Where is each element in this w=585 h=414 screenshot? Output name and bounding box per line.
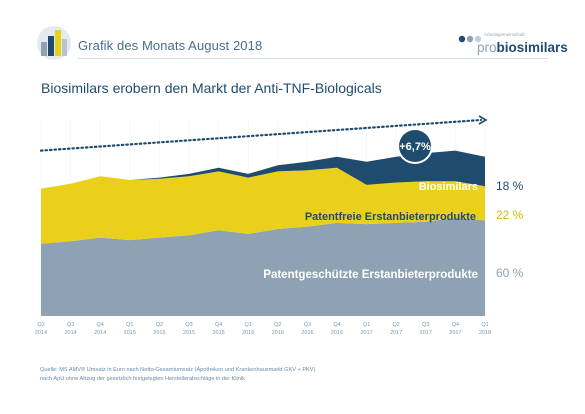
trend-badge-label: +6,7% xyxy=(399,141,431,153)
footer-source: Quelle: MS AMV® Umsatz in Euro nach Nett… xyxy=(40,366,315,384)
x-tick-label: Q4 xyxy=(333,322,340,328)
area-series-3 xyxy=(41,150,485,189)
footer-line-2: nach ApU ohne Abzug der gesetzlich festg… xyxy=(40,376,245,382)
logo-dots-icon xyxy=(458,35,482,43)
header-divider xyxy=(78,58,548,59)
x-tick-label-year: 2014 xyxy=(64,330,76,336)
logo-tagline: Arbeitsgemeinschaft xyxy=(484,32,525,37)
x-tick-label: Q3 xyxy=(422,322,429,328)
x-tick-label: Q3 xyxy=(185,322,192,328)
x-tick-label-year: 2014 xyxy=(35,330,47,336)
x-tick-label-year: 2014 xyxy=(94,330,106,336)
x-tick-label: Q1 xyxy=(481,322,488,328)
x-tick-label-year: 2015 xyxy=(183,330,195,336)
x-tick-label-year: 2018 xyxy=(479,330,491,336)
logo-pro: pro xyxy=(477,40,497,55)
x-tick-label-year: 2015 xyxy=(212,330,224,336)
logo-wordmark: probiosimilars xyxy=(477,40,568,55)
chart-logo-icon xyxy=(37,26,71,60)
x-tick-label-year: 2015 xyxy=(124,330,136,336)
trend-arrowhead xyxy=(478,115,488,125)
x-tick-label-year: 2017 xyxy=(360,330,372,336)
x-tick-label: Q4 xyxy=(215,322,222,328)
x-tick-label: Q1 xyxy=(245,322,252,328)
x-tick-label-year: 2017 xyxy=(449,330,461,336)
x-tick-label: Q1 xyxy=(126,322,133,328)
x-tick-label-year: 2016 xyxy=(272,330,284,336)
x-tick-label: Q2 xyxy=(393,322,400,328)
trend-line xyxy=(39,118,483,152)
x-tick-label: Q3 xyxy=(304,322,311,328)
x-tick-label: Q3 xyxy=(67,322,74,328)
footer-line-1: Quelle: MS AMV® Umsatz in Euro nach Nett… xyxy=(40,367,316,373)
series-share-3: 18 % xyxy=(496,179,524,193)
x-tick-label-year: 2017 xyxy=(390,330,402,336)
x-tick-label: Q1 xyxy=(363,322,370,328)
x-tick-label-year: 2016 xyxy=(331,330,343,336)
x-tick-label-year: 2015 xyxy=(153,330,165,336)
x-tick-label: Q2 xyxy=(156,322,163,328)
series-label-2: Patentfreie Erstanbieterprodukte xyxy=(305,211,476,223)
series-label-1: Patentgeschützte Erstanbieterprodukte xyxy=(263,269,478,281)
logo-biosimilars: biosimilars xyxy=(496,40,568,55)
area-series-2 xyxy=(41,167,485,244)
series-share-2: 22 % xyxy=(496,208,524,222)
x-tick-label: Q4 xyxy=(97,322,104,328)
series-share-1: 60 % xyxy=(496,266,524,280)
x-tick-label: Q4 xyxy=(452,322,459,328)
x-tick-label: Q2 xyxy=(274,322,281,328)
x-tick-label: Q2 xyxy=(37,322,44,328)
header-title: Grafik des Monats August 2018 xyxy=(78,38,263,53)
series-label-3: Biosimilars xyxy=(419,181,478,193)
x-tick-label-year: 2016 xyxy=(242,330,254,336)
x-tick-label-year: 2017 xyxy=(420,330,432,336)
trend-badge xyxy=(399,130,431,162)
area-series-1 xyxy=(41,218,485,316)
chart-title: Biosimilars erobern den Markt der Anti-T… xyxy=(41,80,382,96)
x-tick-label-year: 2016 xyxy=(301,330,313,336)
probiosimilars-logo: Arbeitsgemeinschaft probiosimilars xyxy=(458,31,568,61)
